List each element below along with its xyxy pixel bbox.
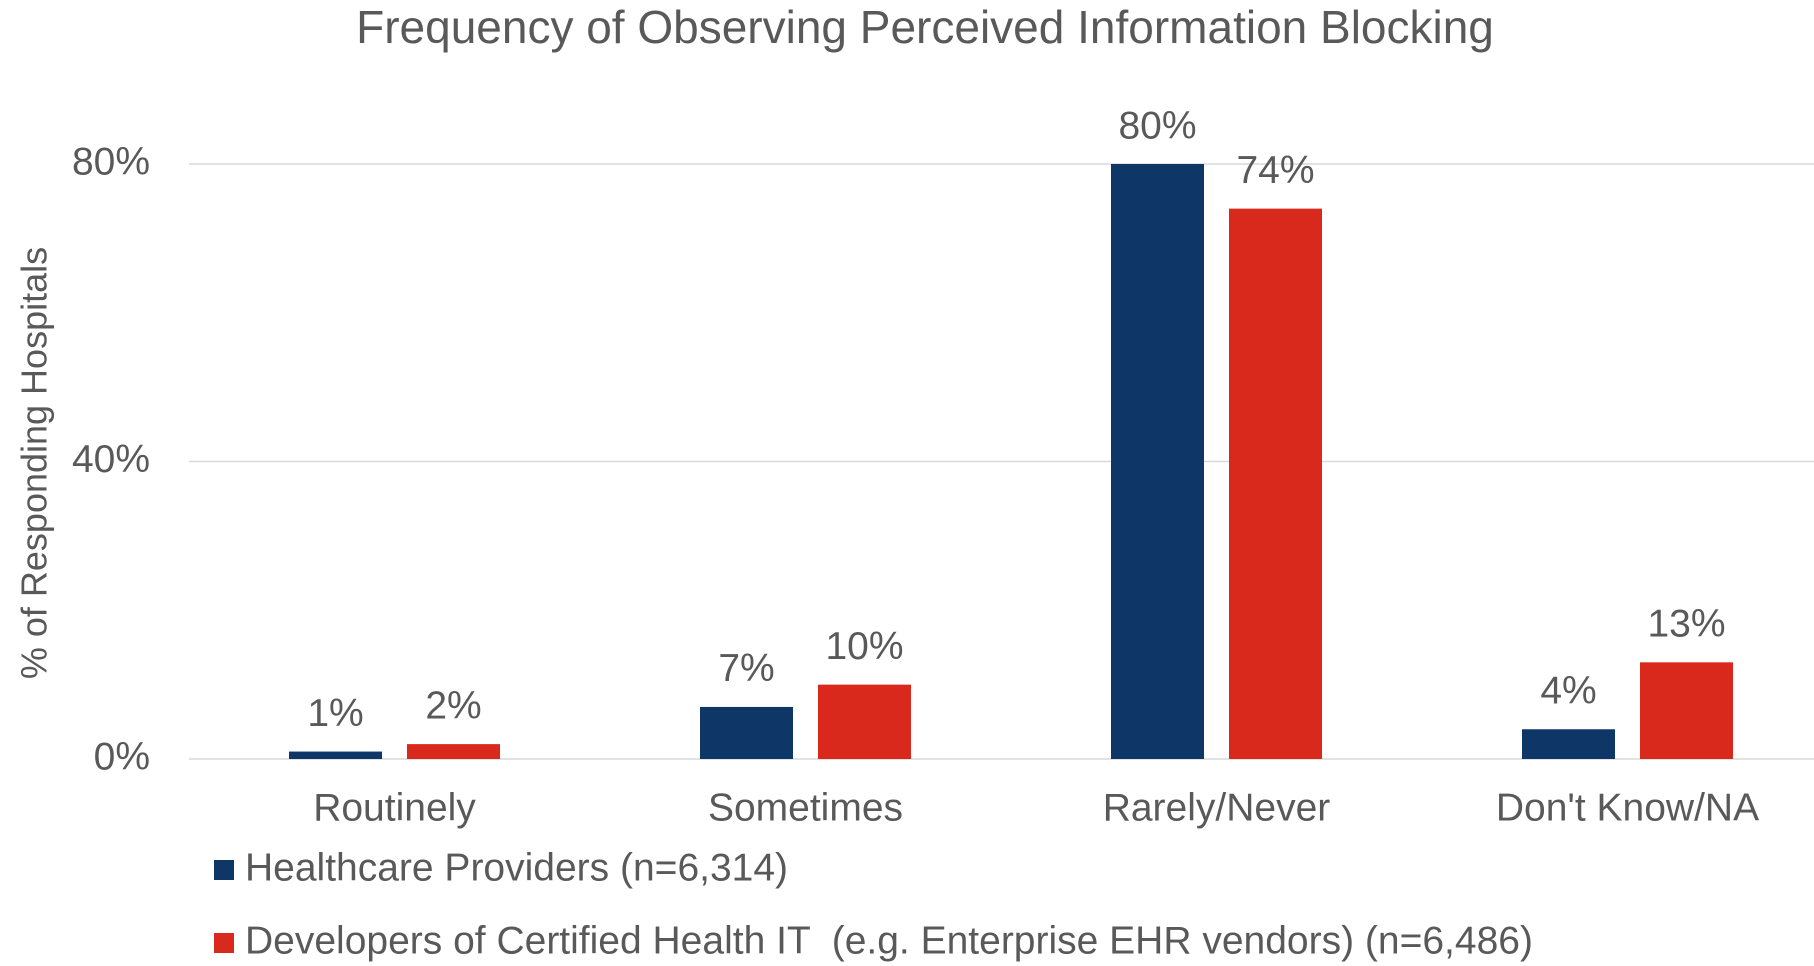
y-tick-label: 40% (72, 438, 150, 481)
bar (1522, 729, 1615, 759)
bar (1229, 208, 1322, 759)
chart-title: Frequency of Observing Perceived Informa… (356, 1, 1494, 53)
y-tick-label: 80% (72, 140, 150, 183)
bar (407, 744, 500, 759)
x-tick-label: Routinely (313, 786, 476, 829)
data-label: 2% (425, 684, 481, 727)
bar (289, 751, 382, 759)
legend-swatch (214, 933, 234, 953)
data-label: 74% (1236, 149, 1314, 192)
bar (818, 684, 911, 759)
data-label: 1% (307, 692, 363, 735)
legend-swatch (214, 860, 234, 880)
data-label: 4% (1540, 670, 1596, 713)
bar (700, 706, 793, 759)
x-tick-label: Sometimes (708, 786, 903, 829)
data-label: 10% (825, 625, 903, 668)
bar (1111, 164, 1204, 759)
data-label: 7% (718, 647, 774, 690)
legend-label: Developers of Certified Health IT (e.g. … (245, 919, 1533, 962)
legend-label: Healthcare Providers (n=6,314) (245, 846, 788, 889)
y-axis-label: % of Responding Hospitals (14, 247, 55, 679)
data-label: 80% (1118, 104, 1196, 147)
y-tick-label: 0% (94, 735, 150, 778)
x-tick-label: Don't Know/NA (1496, 786, 1759, 829)
x-tick-label: Rarely/Never (1103, 786, 1331, 829)
bar (1640, 662, 1733, 759)
data-label: 13% (1647, 603, 1725, 646)
